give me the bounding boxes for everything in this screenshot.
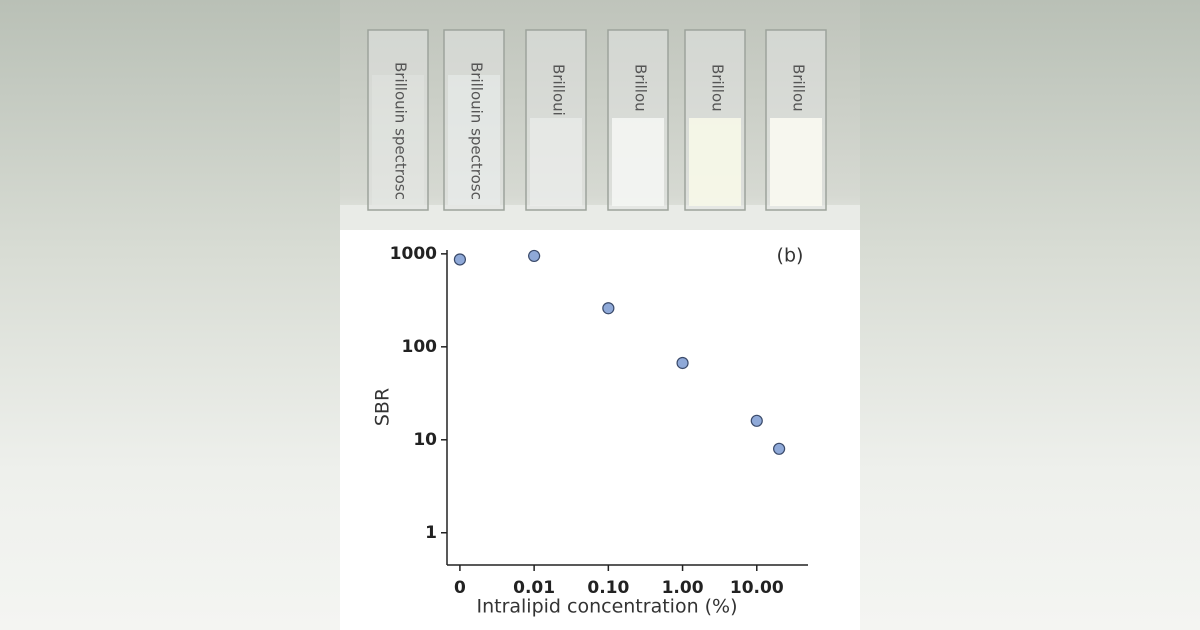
data-point — [602, 302, 615, 315]
y-tick-label: 1000 — [390, 244, 437, 264]
panel-label: (b) — [777, 245, 804, 267]
cuvettes: Brillouin spectrosc Brillouin spectrosc Br… — [367, 29, 827, 211]
cuvette — [443, 29, 505, 211]
data-point — [676, 356, 689, 370]
cuvette-label: Brilloui — [550, 64, 568, 116]
data-point — [750, 414, 763, 427]
cuvette-label: Brillou — [790, 64, 808, 112]
chart-panel — [340, 230, 860, 630]
data-point — [528, 249, 541, 263]
x-tick-label: 10.00 — [730, 578, 784, 598]
data-point — [453, 253, 467, 266]
x-tick-label: 0.01 — [513, 578, 555, 598]
cuvette-liquid — [448, 75, 500, 205]
x-tick-label: 0.10 — [587, 578, 629, 598]
x-tick-label: 1.00 — [662, 578, 704, 598]
data-point — [773, 442, 786, 455]
y-tick-label: 1 — [425, 523, 437, 543]
cuvette-label: Brillouin spectrosc — [392, 62, 410, 200]
cuvette-liquid — [372, 75, 424, 205]
cuvette-liquid — [530, 118, 582, 206]
y-tick-label: 100 — [402, 337, 438, 357]
cuvette — [367, 29, 429, 211]
cuvette-label: Brillou — [709, 64, 727, 112]
x-axis-title: Intralipid concentration (%) — [476, 596, 737, 618]
y-tick-label: 10 — [413, 430, 437, 450]
x-tick-label: 0 — [454, 578, 466, 598]
y-axis-title: SBR — [372, 388, 394, 426]
cuvette-liquid — [612, 118, 664, 206]
cuvette-label: Brillouin spectrosc — [468, 62, 486, 200]
cuvette-liquid — [770, 118, 822, 206]
cuvette-label: Brillou — [632, 64, 650, 112]
cuvette-liquid — [689, 118, 741, 206]
